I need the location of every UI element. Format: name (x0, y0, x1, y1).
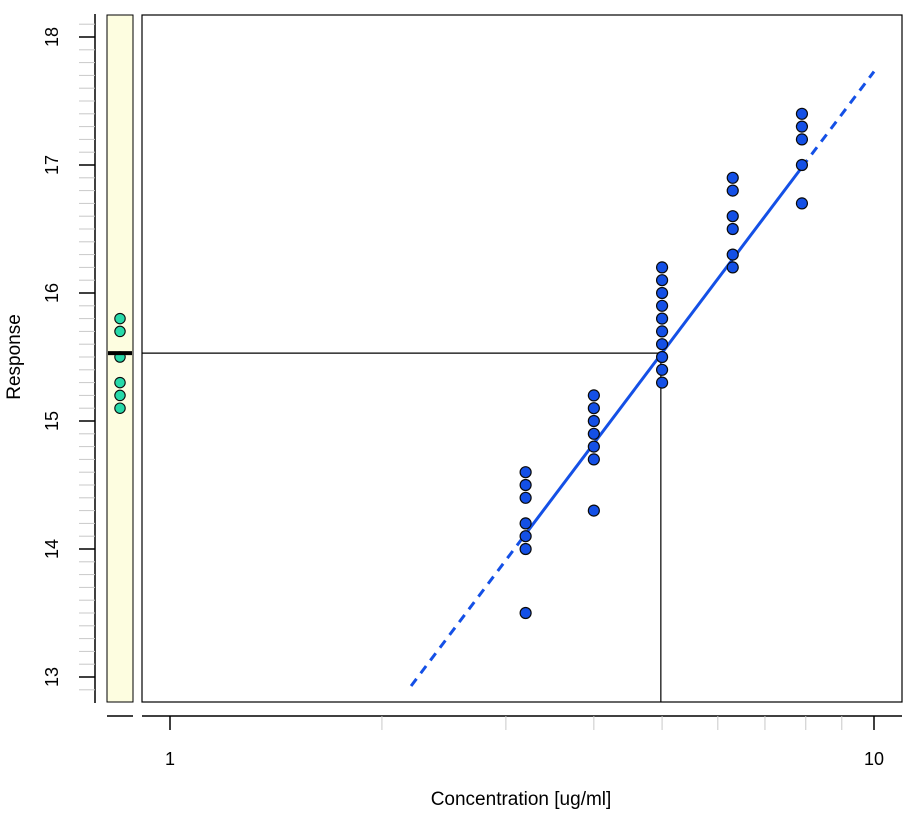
standard-point (655, 350, 669, 364)
standard-point (519, 478, 532, 492)
standard-point (519, 491, 532, 504)
fit-line (524, 166, 804, 535)
y-tick-label: 16 (42, 283, 62, 303)
standard-point (795, 120, 809, 133)
standard-point (587, 504, 600, 517)
standard-point (519, 466, 532, 479)
unknown-points (108, 312, 132, 414)
y-tick-label: 13 (42, 667, 62, 687)
y-tick-label: 17 (42, 155, 62, 175)
standard-point (655, 376, 669, 389)
standard-point (655, 312, 669, 325)
standard-point (655, 325, 669, 338)
standard-point (795, 107, 809, 120)
unknown-point (114, 389, 126, 402)
standard-point (519, 606, 532, 620)
standard-point (587, 427, 600, 440)
fit-line-extrapolated-high (800, 70, 876, 169)
standard-point (655, 286, 669, 300)
fit-line-extrapolated-low (409, 533, 527, 687)
y-axis: 13 14 15 16 17 18 (42, 14, 96, 703)
standard-point (587, 440, 600, 453)
standard-point (726, 210, 739, 223)
standard-point (726, 248, 739, 261)
y-tick-label: 15 (42, 411, 62, 431)
unknown-point (114, 376, 126, 389)
y-axis-title: Response (4, 314, 25, 400)
standard-point (587, 453, 600, 466)
standard-point (726, 222, 739, 236)
standard-point (795, 158, 809, 172)
standard-point (726, 261, 739, 274)
unknown-point (114, 312, 126, 325)
standard-point (519, 542, 532, 556)
standard-point (519, 530, 532, 543)
standard-point (795, 197, 809, 210)
standard-point (655, 363, 669, 376)
y-tick-label: 14 (42, 539, 62, 559)
fit-line-group (409, 70, 876, 687)
standard-point (655, 274, 669, 287)
standard-point (655, 338, 669, 351)
standard-point (587, 402, 600, 415)
interpolation-lines (142, 352, 662, 702)
standard-points (519, 107, 809, 620)
x-axis-title: Concentration [ug/ml] (431, 789, 612, 810)
standard-point (726, 171, 739, 184)
unknown-point (114, 402, 126, 414)
y-tick-label: 18 (42, 27, 62, 47)
fit-curve (409, 70, 876, 687)
unknown-point (114, 325, 126, 338)
standard-point (519, 517, 532, 530)
plot-frame (141, 14, 903, 703)
standard-point (587, 389, 600, 402)
standard-point (587, 414, 600, 428)
x-tick-label: 1 (165, 749, 175, 769)
standard-point (726, 184, 739, 197)
standard-point (655, 261, 669, 274)
standard-point (795, 133, 809, 146)
standard-point (655, 299, 669, 312)
x-tick-label: 10 (864, 749, 884, 769)
plot-area (141, 14, 903, 703)
x-axis: 1 10 (107, 715, 902, 769)
